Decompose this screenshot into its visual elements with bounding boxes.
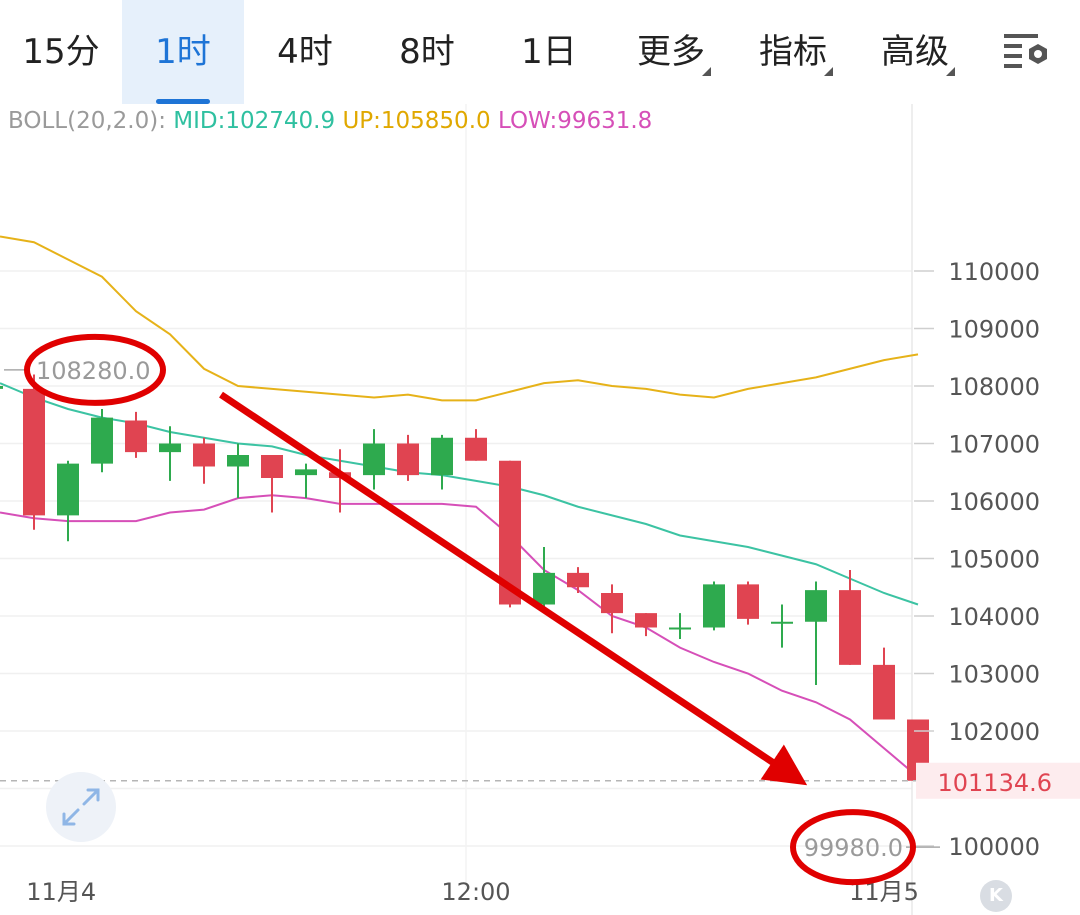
candle-up	[363, 443, 385, 476]
candle-up	[771, 621, 793, 624]
active-tab-indicator	[156, 99, 210, 104]
dropdown-caret-icon	[702, 67, 711, 76]
fullscreen-button[interactable]	[46, 772, 116, 842]
tab-label: 1时	[155, 32, 211, 72]
candle-up	[227, 455, 249, 467]
price-axis: 110000 109000 108000 107000 106000 105000 1040…	[914, 258, 1040, 861]
time-axis-label: 12:00	[441, 878, 510, 906]
candle-up	[805, 590, 827, 622]
candle-up	[0, 386, 3, 389]
low-price-label: 99980.0	[804, 834, 903, 862]
current-price-tag	[916, 762, 1080, 799]
price-tick-label: 105000	[948, 546, 1040, 574]
candle-up	[295, 469, 317, 476]
price-tick-label: 102000	[948, 718, 1040, 746]
low-highlight-circle	[790, 809, 916, 886]
price-tick-label: 103000	[948, 661, 1040, 689]
tab-1d[interactable]: 1日	[488, 0, 610, 104]
price-tick-label: 106000	[948, 488, 1040, 516]
boll-name: BOLL(20,2.0):	[8, 108, 166, 134]
price-tick-label: 109000	[948, 316, 1040, 344]
downtrend-arrow	[219, 391, 808, 786]
tab-label: 1日	[521, 32, 577, 72]
high-price-label: 108280.0	[36, 357, 151, 385]
candle-down	[737, 584, 759, 619]
candle-up	[703, 584, 725, 628]
candle-down	[873, 664, 895, 720]
timeframe-tab-bar: 15分 1时 4时 8时 1日 更多 指标 高级	[0, 0, 1080, 104]
tab-1h[interactable]: 1时	[122, 0, 244, 104]
candle-down	[839, 590, 861, 665]
candle-down	[125, 420, 147, 453]
tab-label: 指标	[759, 32, 827, 72]
candles	[0, 374, 929, 783]
boll-mid-line	[0, 382, 919, 606]
candle-up	[57, 463, 79, 516]
high-highlight-circle	[24, 333, 166, 406]
candle-up	[533, 572, 555, 605]
time-axis-label: 11月4	[26, 878, 96, 906]
current-price-label: 101134.6	[937, 769, 1052, 797]
bollinger-bands	[0, 235, 919, 778]
candle-down	[261, 455, 283, 478]
candle-down	[23, 388, 45, 516]
boll-mid: MID:102740.9	[173, 108, 336, 134]
price-tick-label: 104000	[948, 603, 1040, 631]
candle-down	[601, 593, 623, 614]
time-axis: 11月4 12:00 11月5	[26, 878, 919, 906]
candle-down	[567, 572, 589, 588]
tab-label: 更多	[637, 32, 705, 72]
candle-down	[193, 443, 215, 467]
tab-indicators[interactable]: 指标	[732, 0, 854, 104]
candlestick-chart[interactable]: 110000 109000 108000 107000 106000 105000 1040…	[0, 104, 1080, 915]
price-tick-label: 100000	[948, 833, 1040, 861]
dropdown-caret-icon	[946, 67, 955, 76]
boll-lower-line	[0, 494, 919, 778]
dropdown-caret-icon	[824, 67, 833, 76]
candle-up	[431, 437, 453, 476]
annotations: 108280.0 99980.0	[4, 333, 940, 886]
k-line-button[interactable]: K	[980, 880, 1012, 912]
tab-15min[interactable]: 15分	[0, 0, 122, 104]
tab-label: 4时	[277, 32, 333, 72]
tab-label: 15分	[22, 32, 100, 72]
boll-low: LOW:99631.8	[497, 108, 653, 134]
current-price-line: 101134.6	[0, 762, 1080, 799]
candle-down	[465, 437, 487, 461]
tab-more[interactable]: 更多	[610, 0, 732, 104]
tab-8h[interactable]: 8时	[366, 0, 488, 104]
candle-down	[635, 613, 657, 628]
tab-label: 8时	[399, 32, 455, 72]
candle-down	[397, 443, 419, 476]
chart-settings-icon[interactable]	[1000, 30, 1056, 76]
expand-icon	[62, 788, 100, 826]
tab-4h[interactable]: 4时	[244, 0, 366, 104]
price-tick-label: 110000	[948, 258, 1040, 286]
boll-up: UP:105850.0	[342, 108, 491, 134]
boll-upper-line	[0, 235, 919, 402]
boll-indicator-readout: BOLL(20,2.0): MID:102740.9 UP:105850.0 L…	[8, 108, 652, 134]
candle-up	[159, 443, 181, 453]
price-tick-label: 107000	[948, 431, 1040, 459]
price-tick-label: 108000	[948, 373, 1040, 401]
tab-advanced[interactable]: 高级	[854, 0, 976, 104]
candle-up	[91, 417, 113, 464]
chart-grid	[0, 104, 912, 889]
tab-label: 高级	[881, 32, 949, 72]
candle-up	[669, 627, 691, 630]
candle-down	[499, 460, 521, 605]
